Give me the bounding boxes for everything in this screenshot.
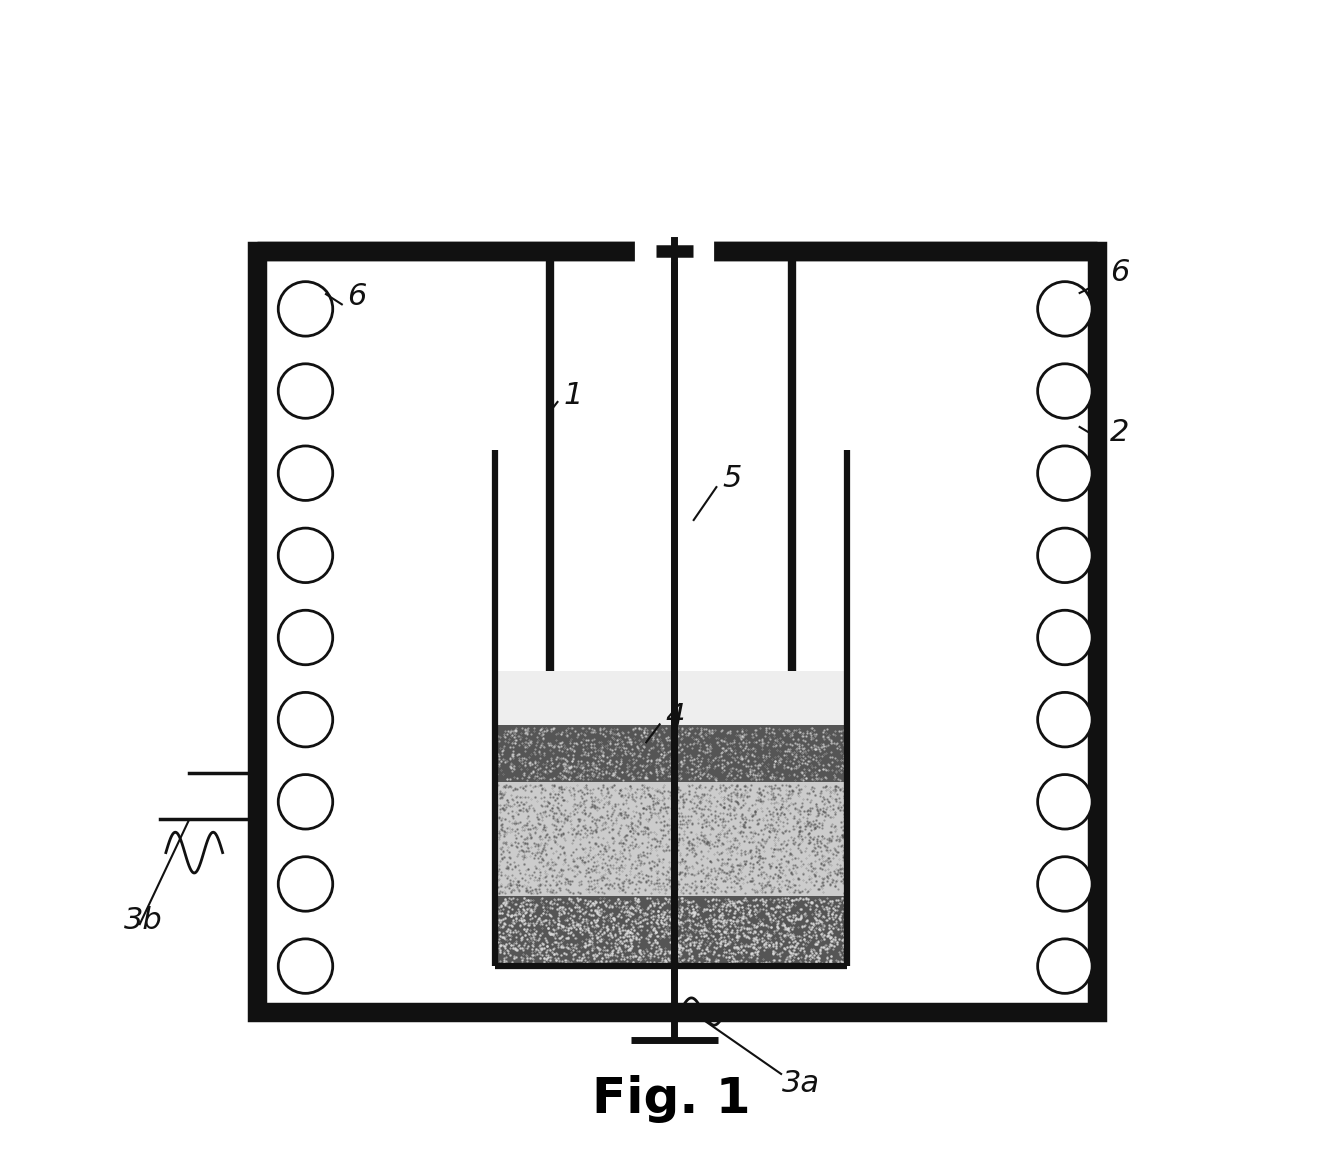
Circle shape xyxy=(278,282,333,337)
Text: 2: 2 xyxy=(1110,418,1130,447)
Text: 3a: 3a xyxy=(782,1069,820,1097)
Bar xyxy=(495,896,847,966)
Circle shape xyxy=(278,610,333,665)
Text: 6: 6 xyxy=(348,282,366,311)
Bar xyxy=(495,671,847,725)
Circle shape xyxy=(1037,364,1092,418)
Circle shape xyxy=(1037,939,1092,994)
Bar xyxy=(256,250,1096,1011)
Text: 4: 4 xyxy=(666,702,684,731)
Text: Fig. 1: Fig. 1 xyxy=(592,1075,750,1123)
Text: 3b: 3b xyxy=(123,907,162,935)
Circle shape xyxy=(1037,693,1092,747)
Circle shape xyxy=(278,774,333,830)
Circle shape xyxy=(1037,282,1092,337)
Circle shape xyxy=(278,693,333,747)
Circle shape xyxy=(1037,857,1092,911)
Bar xyxy=(495,782,847,896)
Circle shape xyxy=(278,529,333,583)
Circle shape xyxy=(278,364,333,418)
Bar xyxy=(495,449,847,966)
Circle shape xyxy=(1037,774,1092,830)
Text: 6: 6 xyxy=(1110,259,1130,287)
Circle shape xyxy=(278,939,333,994)
Circle shape xyxy=(1037,529,1092,583)
Circle shape xyxy=(1037,446,1092,501)
Bar xyxy=(495,725,847,782)
Circle shape xyxy=(1037,610,1092,665)
Circle shape xyxy=(278,857,333,911)
Text: 1: 1 xyxy=(564,380,582,410)
Circle shape xyxy=(278,446,333,501)
Text: 5: 5 xyxy=(722,463,741,493)
